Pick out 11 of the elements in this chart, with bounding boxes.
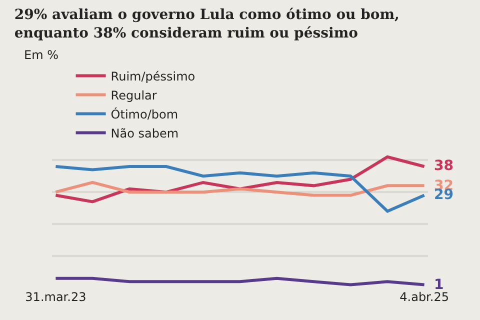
data-label: 1	[434, 277, 444, 293]
legend-label: Regular	[110, 88, 157, 102]
legend-label: Ótimo/bom	[110, 106, 178, 122]
legend-label: Não sabem	[110, 126, 179, 140]
text: Em %	[24, 48, 58, 62]
x-tick-label: 4.abr.25	[400, 290, 449, 304]
legend-label: Ruim/péssimo	[110, 69, 196, 84]
data-label: 38	[434, 158, 454, 174]
chart-title: 29% avaliam o governo Lula como ótimo ou bom, enquanto 38% consideram ruim ou péssimo	[14, 7, 400, 42]
x-tick-label: 31.mar.23	[25, 290, 86, 304]
data-label: 29	[434, 187, 454, 203]
